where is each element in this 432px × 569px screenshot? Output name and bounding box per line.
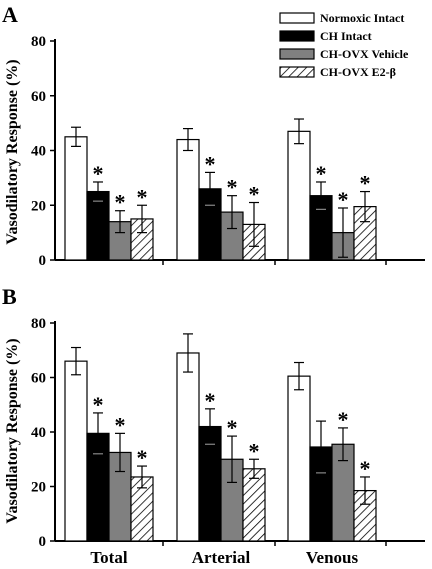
panel-b-total-normoxic-intact-bar bbox=[64, 360, 88, 542]
panel-b-y-tick-label-0: 0 bbox=[39, 534, 47, 550]
panel-b-category-label-arterial: Arterial bbox=[192, 548, 251, 564]
panel-a-total-ch-intact-bar bbox=[86, 190, 110, 261]
panel-b-venous-ch-ovx-vehicle-significance-marker: * bbox=[338, 407, 349, 432]
legend-swatch-ch-intact bbox=[279, 30, 315, 42]
panel-a-venous-ch-intact-significance-marker: * bbox=[316, 161, 327, 186]
panel-a-arterial-ch-ovx-e2-significance-marker: * bbox=[249, 182, 260, 207]
y-axis-label-a: Vasodilatory Response (%) bbox=[4, 59, 21, 244]
panel-a-venous-normoxic-intact-bar bbox=[287, 130, 311, 261]
panel-a-y-tick-label-80: 80 bbox=[31, 34, 46, 50]
panel-b-arterial-ch-ovx-e2-bar bbox=[242, 468, 266, 542]
panel-b-category-label-venous: Venous bbox=[306, 548, 359, 564]
panel-a-arterial-ch-intact-significance-marker: * bbox=[205, 151, 216, 176]
legend-swatch-ch-ovx-e2-beta bbox=[279, 66, 315, 78]
panel-b-y-tick-label-40: 40 bbox=[31, 425, 46, 441]
panel-a-total-ch-ovx-vehicle-significance-marker: * bbox=[115, 190, 126, 215]
panel-b-y-tick-label-60: 60 bbox=[31, 371, 46, 387]
legend-label-ch-ovx-e2-beta: CH-OVX E2-β bbox=[320, 65, 396, 79]
panel-b-venous-normoxic-intact-bar bbox=[287, 375, 311, 542]
panel-b-arterial-normoxic-intact-bar bbox=[176, 352, 200, 542]
panel-a-y-tick-label-40: 40 bbox=[31, 144, 46, 160]
panel-a-y-tick-label-0: 0 bbox=[39, 253, 47, 269]
panel-b-category-label-total: Total bbox=[90, 548, 127, 564]
panel-a-y-tick-label-60: 60 bbox=[31, 89, 46, 105]
panel-a-venous-ch-ovx-e2-significance-marker: * bbox=[360, 171, 371, 196]
y-axis-label-b: Vasodilatory Response (%) bbox=[4, 338, 21, 523]
panel-a: 0 20 40 60 80 * * * * * * * * * bbox=[31, 34, 425, 269]
panel-letter-a: A bbox=[2, 2, 18, 27]
panel-b-total-ch-ovx-vehicle-significance-marker: * bbox=[115, 412, 126, 437]
legend-label-ch-ovx-vehicle: CH-OVX Vehicle bbox=[320, 47, 409, 61]
panel-b-arterial-ch-intact-significance-marker: * bbox=[205, 388, 216, 413]
legend-swatch-ch-ovx-vehicle bbox=[279, 48, 315, 60]
legend-swatch-normoxic-intact bbox=[279, 12, 315, 24]
panel-b: 0 20 40 60 80 * * * Total * * * Arterial * * Venous bbox=[31, 316, 425, 567]
panel-a-venous-ch-ovx-vehicle-significance-marker: * bbox=[338, 187, 349, 212]
legend-label-normoxic-intact: Normoxic Intact bbox=[320, 11, 404, 25]
panel-a-arterial-ch-ovx-vehicle-significance-marker: * bbox=[227, 175, 238, 200]
panel-b-y-tick-label-20: 20 bbox=[31, 480, 46, 496]
legend: Normoxic Intact CH Intact CH-OVX Vehicle… bbox=[279, 11, 409, 79]
panel-a-total-ch-ovx-e2-significance-marker: * bbox=[137, 184, 148, 209]
panel-a-total-ch-intact-significance-marker: * bbox=[93, 161, 104, 186]
panel-letter-b: B bbox=[2, 284, 17, 309]
panel-a-total-normoxic-intact-bar bbox=[64, 136, 88, 261]
panel-a-y-tick-label-20: 20 bbox=[31, 198, 46, 214]
panel-b-arterial-ch-ovx-vehicle-significance-marker: * bbox=[227, 415, 238, 440]
panel-b-arterial-ch-ovx-e2-significance-marker: * bbox=[249, 438, 260, 463]
panel-b-total-ch-intact-significance-marker: * bbox=[93, 392, 104, 417]
panel-b-venous-ch-ovx-e2-significance-marker: * bbox=[360, 456, 371, 481]
panel-b-y-tick-label-80: 80 bbox=[31, 316, 46, 332]
panel-a-arterial-normoxic-intact-bar bbox=[176, 138, 200, 261]
legend-label-ch-intact: CH Intact bbox=[320, 29, 372, 43]
panel-b-total-ch-ovx-e2-significance-marker: * bbox=[137, 445, 148, 470]
